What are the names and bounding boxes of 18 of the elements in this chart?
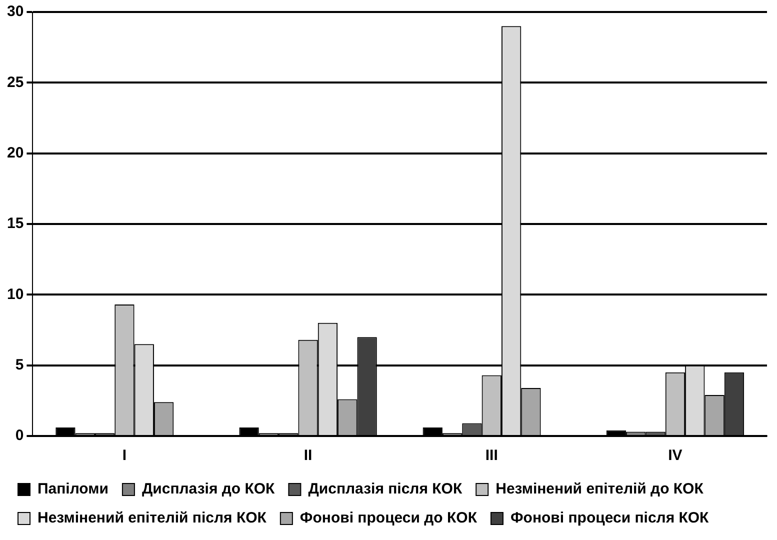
legend-label: Дисплазія до КОК: [142, 480, 276, 498]
y-tick-label: 25: [6, 74, 24, 91]
y-tick-label: 30: [6, 3, 24, 20]
legend-label: Незмінений епітелій до КОК: [496, 480, 704, 498]
y-tick-label: 10: [6, 286, 24, 303]
x-tick-label: IV: [668, 447, 682, 464]
y-tick-label: 20: [6, 144, 24, 162]
legend-label: Фонові процеси до КОК: [300, 510, 478, 527]
legend-label: Дисплазія після КОК: [308, 480, 463, 498]
legend-label: Незмінений епітелій після КОК: [38, 510, 268, 527]
y-tick-label: 0: [15, 427, 24, 444]
legend-label: Папіломи: [38, 480, 108, 498]
x-tick-label: I: [122, 447, 127, 464]
x-tick-label: III: [485, 447, 498, 464]
legend-label: Фонові процеси після КОК: [510, 510, 710, 527]
y-tick-label: 15: [6, 215, 24, 232]
y-tick-label: 5: [15, 356, 24, 374]
x-tick-label: II: [304, 447, 312, 464]
